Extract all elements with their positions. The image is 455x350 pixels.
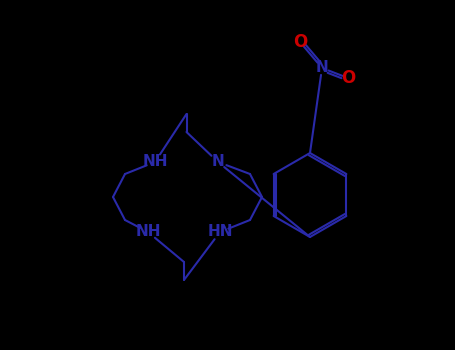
Text: O: O (341, 69, 355, 87)
Text: N: N (212, 154, 224, 169)
Text: O: O (293, 33, 307, 51)
Text: NH: NH (135, 224, 161, 239)
Text: NH: NH (142, 154, 168, 169)
Text: N: N (316, 61, 329, 76)
Text: HN: HN (207, 224, 233, 239)
